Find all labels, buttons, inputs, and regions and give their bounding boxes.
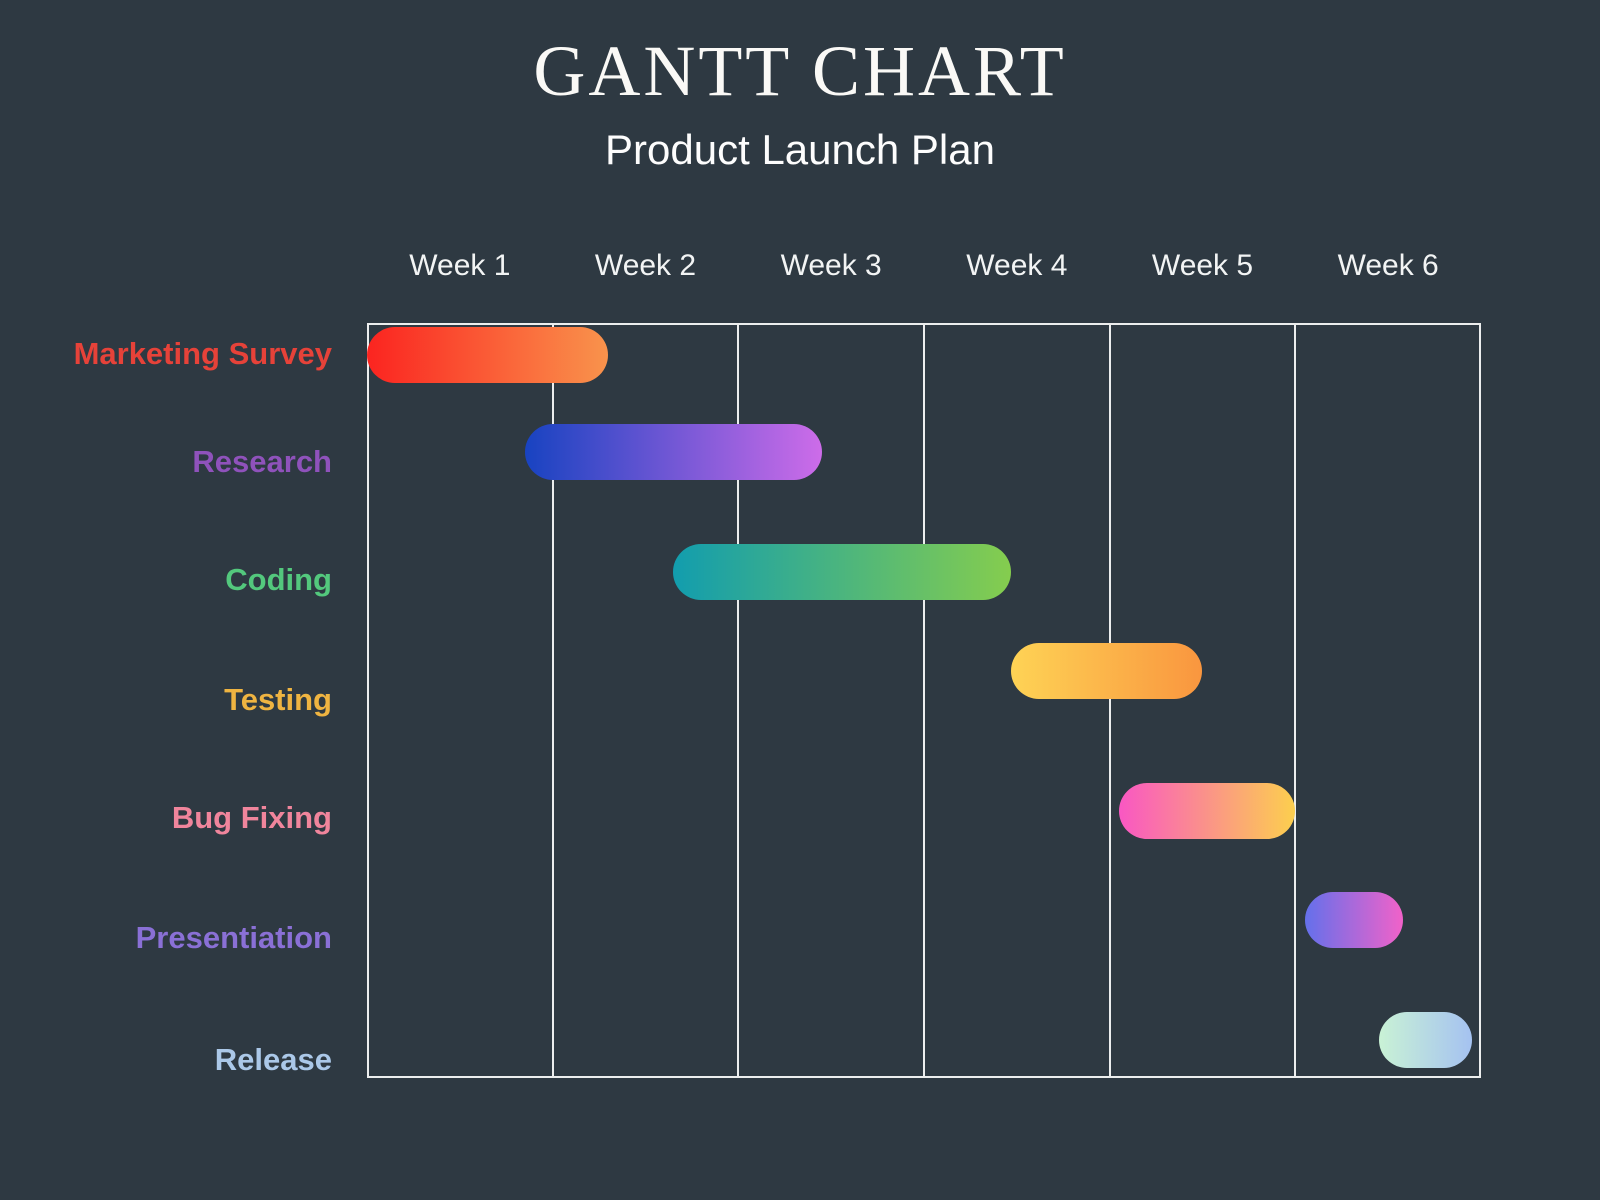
week-axis-label-5: Week 5 (1151, 249, 1254, 282)
week-axis-label-4: Week 4 (966, 249, 1068, 282)
grid-column-line (737, 323, 739, 1078)
week-axis-label-3: Week 3 (780, 249, 882, 282)
gantt-bar-presentiation (1304, 892, 1403, 948)
gantt-bar-marketing-survey (367, 327, 609, 383)
page-subtitle: Product Launch Plan (605, 126, 995, 173)
week-axis-label-2: Week 2 (594, 249, 697, 282)
gantt-bar-release (1378, 1012, 1472, 1068)
task-label-release: Release (214, 1042, 332, 1077)
task-label-presentiation: Presentiation (135, 920, 332, 955)
task-label-research: Research (192, 444, 332, 479)
grid-column-line (923, 323, 925, 1078)
grid-column-line (1294, 323, 1296, 1078)
gantt-bar-testing (1011, 643, 1203, 699)
task-label-marketing-survey: Marketing Survey (73, 336, 332, 371)
page-title: GANTT CHART (533, 31, 1067, 111)
week-axis-label-1: Week 1 (409, 249, 511, 282)
task-label-coding: Coding (225, 562, 332, 597)
task-label-testing: Testing (224, 682, 332, 717)
week-axis-label-6: Week 6 (1337, 249, 1439, 282)
task-label-bug-fixing: Bug Fixing (171, 800, 332, 835)
gantt-bar-coding (673, 544, 1012, 600)
grid-column-line (552, 323, 554, 1078)
grid-column-line (1109, 323, 1111, 1078)
gantt-bar-research (524, 424, 822, 480)
gantt-bar-bug-fixing (1118, 783, 1296, 839)
